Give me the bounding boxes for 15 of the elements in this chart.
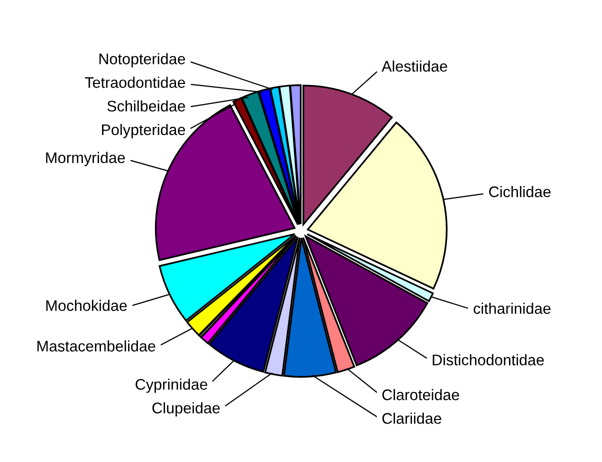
slice-label: Notopteridae bbox=[99, 53, 186, 68]
slice-label: Claroteidae bbox=[382, 389, 460, 400]
slice-label: Cichlidae bbox=[489, 186, 551, 198]
slice-label: Clupeidae bbox=[152, 402, 220, 416]
slice-label: Distichodontidae bbox=[432, 354, 544, 366]
slice-label: Mastacembelidae bbox=[37, 340, 156, 352]
slice-label: citharinidae bbox=[474, 302, 550, 314]
slice-label: Clariidae bbox=[382, 412, 442, 424]
slice-label: Mochokidae bbox=[46, 300, 127, 312]
slice-label: Mormyridae bbox=[46, 152, 125, 166]
slice-label: Cyprinidae bbox=[136, 378, 208, 393]
slice-label: Polypteridae bbox=[102, 124, 186, 138]
slice-label: Tetraodontidae bbox=[84, 76, 186, 88]
slice-label: Schilbeidae bbox=[107, 100, 186, 112]
slice-label: Alestiidae bbox=[382, 60, 448, 72]
